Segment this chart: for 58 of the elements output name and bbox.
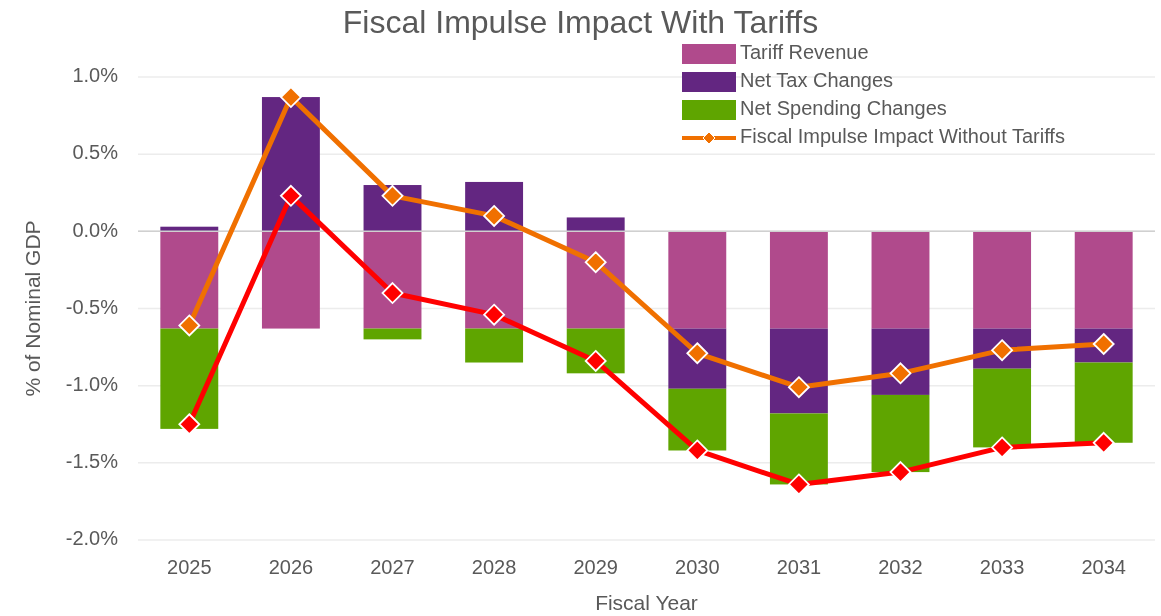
x-tick-label: 2030 [675, 556, 720, 579]
bar [566, 217, 625, 232]
legend-label: Net Spending Changes [740, 97, 947, 120]
point [178, 413, 201, 436]
x-tick-label: 2033 [979, 556, 1025, 579]
bar [465, 328, 524, 363]
x-tick-label: 2034 [1081, 556, 1126, 579]
x-tick-label: 2029 [573, 556, 618, 579]
y-tick-label: -0.5% [65, 295, 119, 318]
point [991, 436, 1013, 459]
bar [769, 413, 828, 485]
y-tick-label: -1.0% [65, 372, 119, 395]
bar [261, 231, 320, 329]
x-tick-label: 2031 [776, 556, 822, 579]
y-tick-label: 0.0% [72, 218, 119, 241]
y-tick-label: 0.5% [72, 141, 119, 164]
y-axis-title: % of Nominal GDP [20, 220, 44, 397]
point [280, 184, 302, 207]
x-tick-label: 2026 [268, 556, 314, 579]
x-tick-label: 2025 [167, 556, 212, 579]
point [1092, 431, 1115, 454]
bar [668, 388, 727, 451]
point [280, 86, 302, 108]
x-axis-title: Fiscal Year [595, 590, 698, 614]
point [381, 282, 404, 304]
legend-label: Fiscal Impulse Impact Without Tariffs [740, 125, 1065, 148]
y-tick-label: -1.5% [65, 450, 119, 473]
bar [465, 231, 524, 329]
bar [769, 231, 828, 329]
bar [871, 394, 930, 473]
point [483, 303, 505, 326]
bar [973, 368, 1032, 448]
point [686, 439, 709, 462]
legend-label: Net Tax Changes [740, 69, 894, 92]
legend-label: Tariff Revenue [740, 41, 869, 64]
point [584, 251, 607, 274]
point [889, 461, 912, 483]
bar [1074, 362, 1133, 443]
bar [973, 231, 1032, 329]
point [788, 473, 810, 496]
bar [160, 231, 219, 329]
chart-title: Fiscal Impulse Impact With Tariffs [342, 4, 819, 41]
y-tick-label: 1.0% [72, 64, 119, 87]
x-tick-label: 2032 [878, 556, 923, 579]
bar [1074, 231, 1133, 329]
point [788, 376, 810, 399]
x-tick-label: 2027 [370, 556, 415, 579]
bar [566, 231, 625, 329]
point [381, 184, 404, 207]
bar [769, 328, 828, 414]
bar [668, 231, 727, 329]
point [178, 314, 201, 337]
x-tick-label: 2028 [471, 556, 517, 579]
bar [871, 231, 930, 329]
point [889, 362, 912, 385]
bar [363, 328, 422, 340]
bar [363, 231, 422, 329]
y-tick-label: -2.0% [65, 527, 119, 550]
